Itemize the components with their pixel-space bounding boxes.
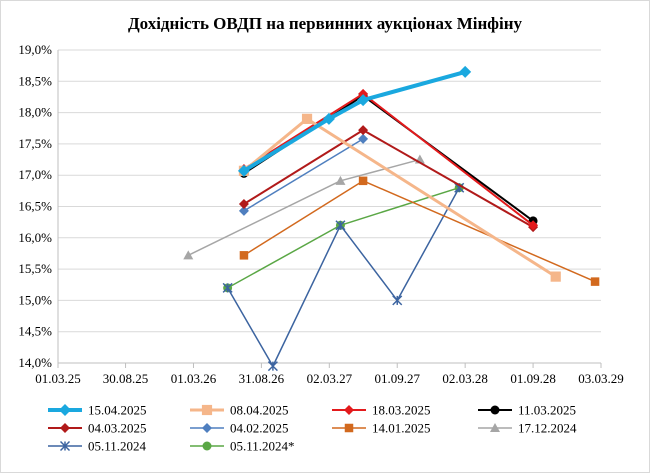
data-point <box>590 277 600 286</box>
series-layer <box>183 65 600 372</box>
y-tick-label: 18,0% <box>18 105 52 120</box>
y-tick-label: 17,0% <box>18 167 52 182</box>
x-tick-label: 01.03.26 <box>171 371 217 386</box>
legend-label: 14.01.2025 <box>372 421 431 436</box>
data-point <box>550 271 561 282</box>
x-tick-label: 03.03.29 <box>578 371 624 386</box>
legend-label: 05.11.2024* <box>230 439 295 454</box>
data-point <box>237 164 250 177</box>
legend-label: 08.04.2025 <box>230 403 289 418</box>
y-tick-label: 15,0% <box>18 292 52 307</box>
legend-swatch-marker <box>344 405 354 415</box>
data-point <box>357 94 370 107</box>
data-point <box>238 198 249 209</box>
legend-swatch-marker <box>202 441 212 451</box>
legend-item: 04.03.2025 <box>48 421 147 436</box>
legend-item: 08.04.2025 <box>190 403 289 418</box>
y-tick-label: 18,5% <box>18 73 52 88</box>
data-point <box>322 112 335 125</box>
series-15.04.2025 <box>237 65 472 177</box>
x-tick-label: 01.09.28 <box>510 371 556 386</box>
data-point <box>528 220 539 231</box>
x-tick-label: 30.08.25 <box>103 371 149 386</box>
data-point <box>392 295 403 306</box>
data-point <box>358 176 368 186</box>
legend-item: 17.12.2024 <box>478 421 577 436</box>
legend-item: 05.11.2024* <box>190 439 295 454</box>
y-tick-label: 19,0% <box>18 42 52 57</box>
legend-item: 14.01.2025 <box>332 421 431 436</box>
y-tick-label: 15,5% <box>18 261 52 276</box>
x-tick-label: 31.08.26 <box>239 371 285 386</box>
legend: 15.04.2025 08.04.2025 18.03.2025 11.03.2025… <box>48 403 577 454</box>
legend-swatch-marker <box>490 423 500 432</box>
legend-label: 04.02.2025 <box>230 421 289 436</box>
legend-item: 11.03.2025 <box>478 403 576 418</box>
data-point <box>358 125 369 136</box>
series-line <box>242 69 466 173</box>
x-tick-label: 02.03.27 <box>307 371 353 386</box>
legend-label: 18.03.2025 <box>372 403 431 418</box>
legend-swatch-marker <box>344 423 354 433</box>
series-04.02.2025 <box>238 133 369 216</box>
legend-item: 15.04.2025 <box>48 403 147 418</box>
data-point <box>301 113 313 124</box>
legend-label: 11.03.2025 <box>518 403 576 418</box>
legend-swatch-marker <box>60 423 70 433</box>
series-line <box>243 138 364 212</box>
chart-title: Дохідність ОВДП на первинних аукціонах М… <box>128 14 523 33</box>
legend-label: 04.03.2025 <box>88 421 147 436</box>
legend-item: 05.11.2024 <box>48 439 147 454</box>
axes: 14,0% 14,5% 15,0% 15,5% 16,0% 16,5% 17,0% 17,5%… <box>18 42 623 386</box>
x-tick-label: 01.03.25 <box>35 371 81 386</box>
y-tick-label: 16,0% <box>18 230 52 245</box>
legend-label: 05.11.2024 <box>88 439 147 454</box>
legend-swatch-marker <box>201 404 213 416</box>
data-point <box>222 282 233 293</box>
legend-item: 18.03.2025 <box>332 403 431 418</box>
y-tick-label: 17,5% <box>18 136 52 151</box>
legend-swatch-marker <box>202 423 212 433</box>
data-point <box>183 250 194 260</box>
legend-swatch-marker <box>59 404 71 416</box>
legend-item: 04.02.2025 <box>190 421 289 436</box>
data-point <box>459 65 472 78</box>
y-tick-label: 14,0% <box>18 355 52 370</box>
x-tick-label: 01.09.27 <box>374 371 420 386</box>
data-point <box>335 220 346 231</box>
y-tick-label: 14,5% <box>18 324 52 339</box>
legend-label: 15.04.2025 <box>88 403 147 418</box>
series-14.01.2025 <box>239 176 600 286</box>
data-point <box>335 175 346 185</box>
data-point <box>358 133 369 144</box>
series-05.11.2024 <box>222 182 465 372</box>
data-point <box>238 205 249 216</box>
data-point <box>239 251 249 260</box>
y-tick-label: 16,5% <box>18 199 52 214</box>
data-point <box>358 88 369 99</box>
data-point <box>267 361 278 372</box>
legend-label: 17.12.2024 <box>518 421 577 436</box>
x-tick-label: 02.03.28 <box>442 371 488 386</box>
legend-swatch-marker <box>59 440 71 452</box>
legend-swatch-marker <box>490 405 500 415</box>
series-17.12.2024 <box>183 154 425 260</box>
